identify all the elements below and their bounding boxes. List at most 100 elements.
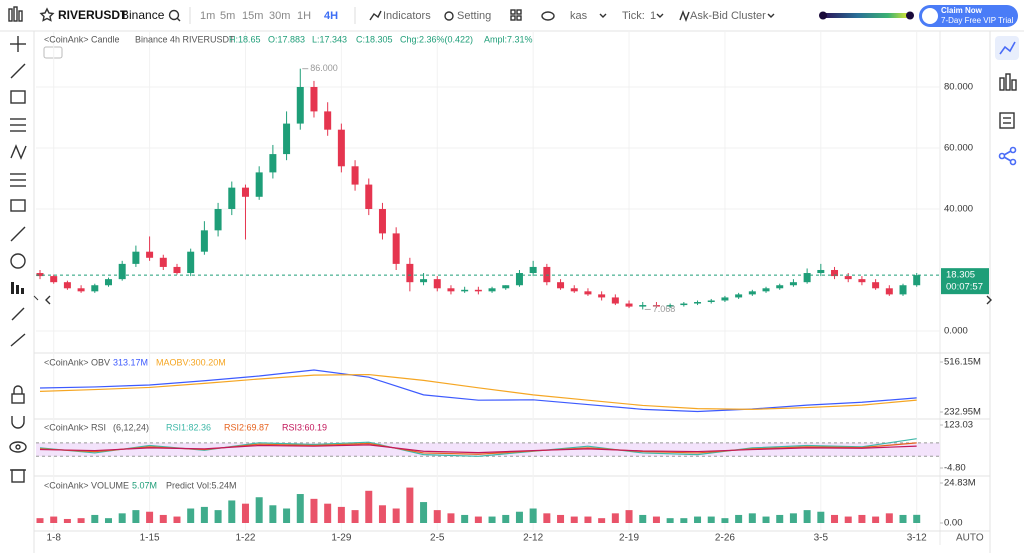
scroll-left[interactable] bbox=[45, 295, 51, 305]
favorite-star[interactable] bbox=[39, 7, 55, 22]
indicators-icon bbox=[369, 10, 382, 21]
delete-tool[interactable] bbox=[10, 469, 26, 483]
legend-label: Predict Vol:5.24M bbox=[166, 480, 237, 490]
interval-button[interactable]: 1H bbox=[297, 10, 311, 22]
note-tool[interactable] bbox=[10, 199, 26, 212]
pane-params: (6,12,24) bbox=[113, 422, 149, 432]
candle-body bbox=[50, 276, 58, 283]
line-tool[interactable] bbox=[10, 63, 26, 79]
ruler-tool[interactable] bbox=[10, 226, 26, 242]
volume-bar bbox=[817, 511, 825, 523]
pane-title: <CoinAnk> Candle bbox=[44, 34, 120, 44]
magnet-tool[interactable] bbox=[10, 253, 26, 269]
last-price-label: 18.305 bbox=[946, 270, 975, 281]
x-tick-label: 1-8 bbox=[46, 533, 61, 544]
scroll-right[interactable] bbox=[986, 295, 992, 305]
interval-button[interactable]: 15m bbox=[242, 10, 263, 22]
candle-body bbox=[63, 282, 71, 289]
tick-value[interactable]: 1 bbox=[650, 10, 656, 22]
slider-handle[interactable] bbox=[906, 11, 914, 20]
volume-bar bbox=[529, 508, 537, 523]
candle-body bbox=[461, 289, 469, 292]
legend-label: 313.17M bbox=[113, 357, 148, 367]
volume-bar bbox=[652, 516, 660, 523]
measure-tool[interactable] bbox=[10, 173, 26, 187]
slider-handle[interactable] bbox=[819, 11, 827, 20]
volume-bar bbox=[584, 516, 592, 523]
magnet2-tool[interactable] bbox=[11, 416, 25, 429]
brush-tool[interactable] bbox=[11, 307, 25, 321]
candle-body bbox=[598, 294, 606, 298]
volume-bar bbox=[310, 498, 318, 523]
legend-toggle[interactable] bbox=[43, 46, 63, 59]
x-tick-label: 1-15 bbox=[140, 533, 160, 544]
volume-bar bbox=[200, 506, 208, 523]
lock-tool[interactable] bbox=[11, 385, 25, 404]
candle-body bbox=[748, 291, 756, 295]
symbol[interactable]: RIVERUSDT bbox=[58, 8, 128, 22]
promo-button[interactable] bbox=[919, 5, 1018, 27]
volume-bar bbox=[159, 514, 167, 523]
candle-body bbox=[474, 289, 482, 292]
indicators-button[interactable]: Indicators bbox=[383, 10, 431, 22]
candle-body bbox=[885, 288, 893, 295]
exchange: Binance bbox=[121, 8, 165, 22]
candle-body bbox=[694, 302, 702, 304]
volume-bar bbox=[598, 518, 606, 523]
crosshair-tool[interactable] bbox=[10, 36, 26, 52]
search-field[interactable]: kas bbox=[570, 10, 588, 22]
promo-title: Claim Now bbox=[941, 6, 983, 15]
depth-button[interactable] bbox=[999, 73, 1017, 91]
cluster-button[interactable]: Ask-Bid Cluster bbox=[690, 10, 766, 22]
volume-bar bbox=[283, 508, 291, 523]
interval-button[interactable]: 5m bbox=[220, 10, 235, 22]
fib-tool[interactable] bbox=[10, 118, 26, 132]
volume-bar bbox=[173, 516, 181, 523]
candle-body bbox=[104, 279, 112, 286]
candle-body bbox=[844, 276, 852, 280]
candle-body bbox=[639, 305, 647, 307]
interval-button[interactable]: 4H bbox=[324, 10, 338, 22]
x-tick-label: 2-26 bbox=[715, 533, 735, 544]
eye-icon[interactable] bbox=[541, 11, 555, 21]
volume-bar bbox=[899, 514, 907, 523]
volume-bar bbox=[351, 510, 359, 523]
auto-button[interactable]: AUTO bbox=[956, 533, 984, 544]
interval-button[interactable]: 1m bbox=[200, 10, 215, 22]
right-toolbar bbox=[995, 36, 1019, 166]
x-tick-label: 2-12 bbox=[523, 533, 543, 544]
list-button[interactable] bbox=[999, 112, 1015, 129]
ohlc-stat: L:17.343 bbox=[312, 34, 347, 44]
rect-tool[interactable] bbox=[10, 90, 26, 104]
candle-body bbox=[488, 288, 496, 292]
ohlc-stat: Ampl:7.31% bbox=[484, 34, 533, 44]
heatmap-slider[interactable] bbox=[822, 13, 910, 18]
volume-bar bbox=[666, 518, 674, 523]
share-button[interactable] bbox=[998, 146, 1017, 166]
eraser-tool[interactable] bbox=[10, 333, 26, 347]
volume-bar bbox=[488, 516, 496, 523]
volume-bar bbox=[803, 510, 811, 523]
layout-button[interactable] bbox=[510, 9, 522, 21]
setting-button[interactable]: Setting bbox=[457, 10, 491, 22]
bars-tool[interactable] bbox=[11, 282, 24, 294]
volume-bar bbox=[228, 500, 236, 523]
legend-label: RSI2:69.87 bbox=[224, 422, 269, 432]
countdown-label: 00:07:57 bbox=[946, 282, 983, 293]
candle-body bbox=[146, 251, 154, 258]
search-icon[interactable] bbox=[168, 9, 180, 21]
candle-body bbox=[625, 303, 633, 307]
eye-tool[interactable] bbox=[9, 441, 27, 453]
candle-body bbox=[365, 184, 373, 209]
interval-button[interactable]: 30m bbox=[269, 10, 290, 22]
volume-bar bbox=[63, 518, 71, 523]
spacer bbox=[33, 295, 39, 301]
candle-body bbox=[91, 285, 99, 292]
volume-bar bbox=[748, 513, 756, 523]
volume-bar bbox=[118, 513, 126, 523]
candle-body bbox=[666, 305, 674, 307]
volume-bar bbox=[611, 513, 619, 523]
pattern-tool[interactable] bbox=[10, 144, 27, 160]
volume-bar bbox=[789, 513, 797, 523]
